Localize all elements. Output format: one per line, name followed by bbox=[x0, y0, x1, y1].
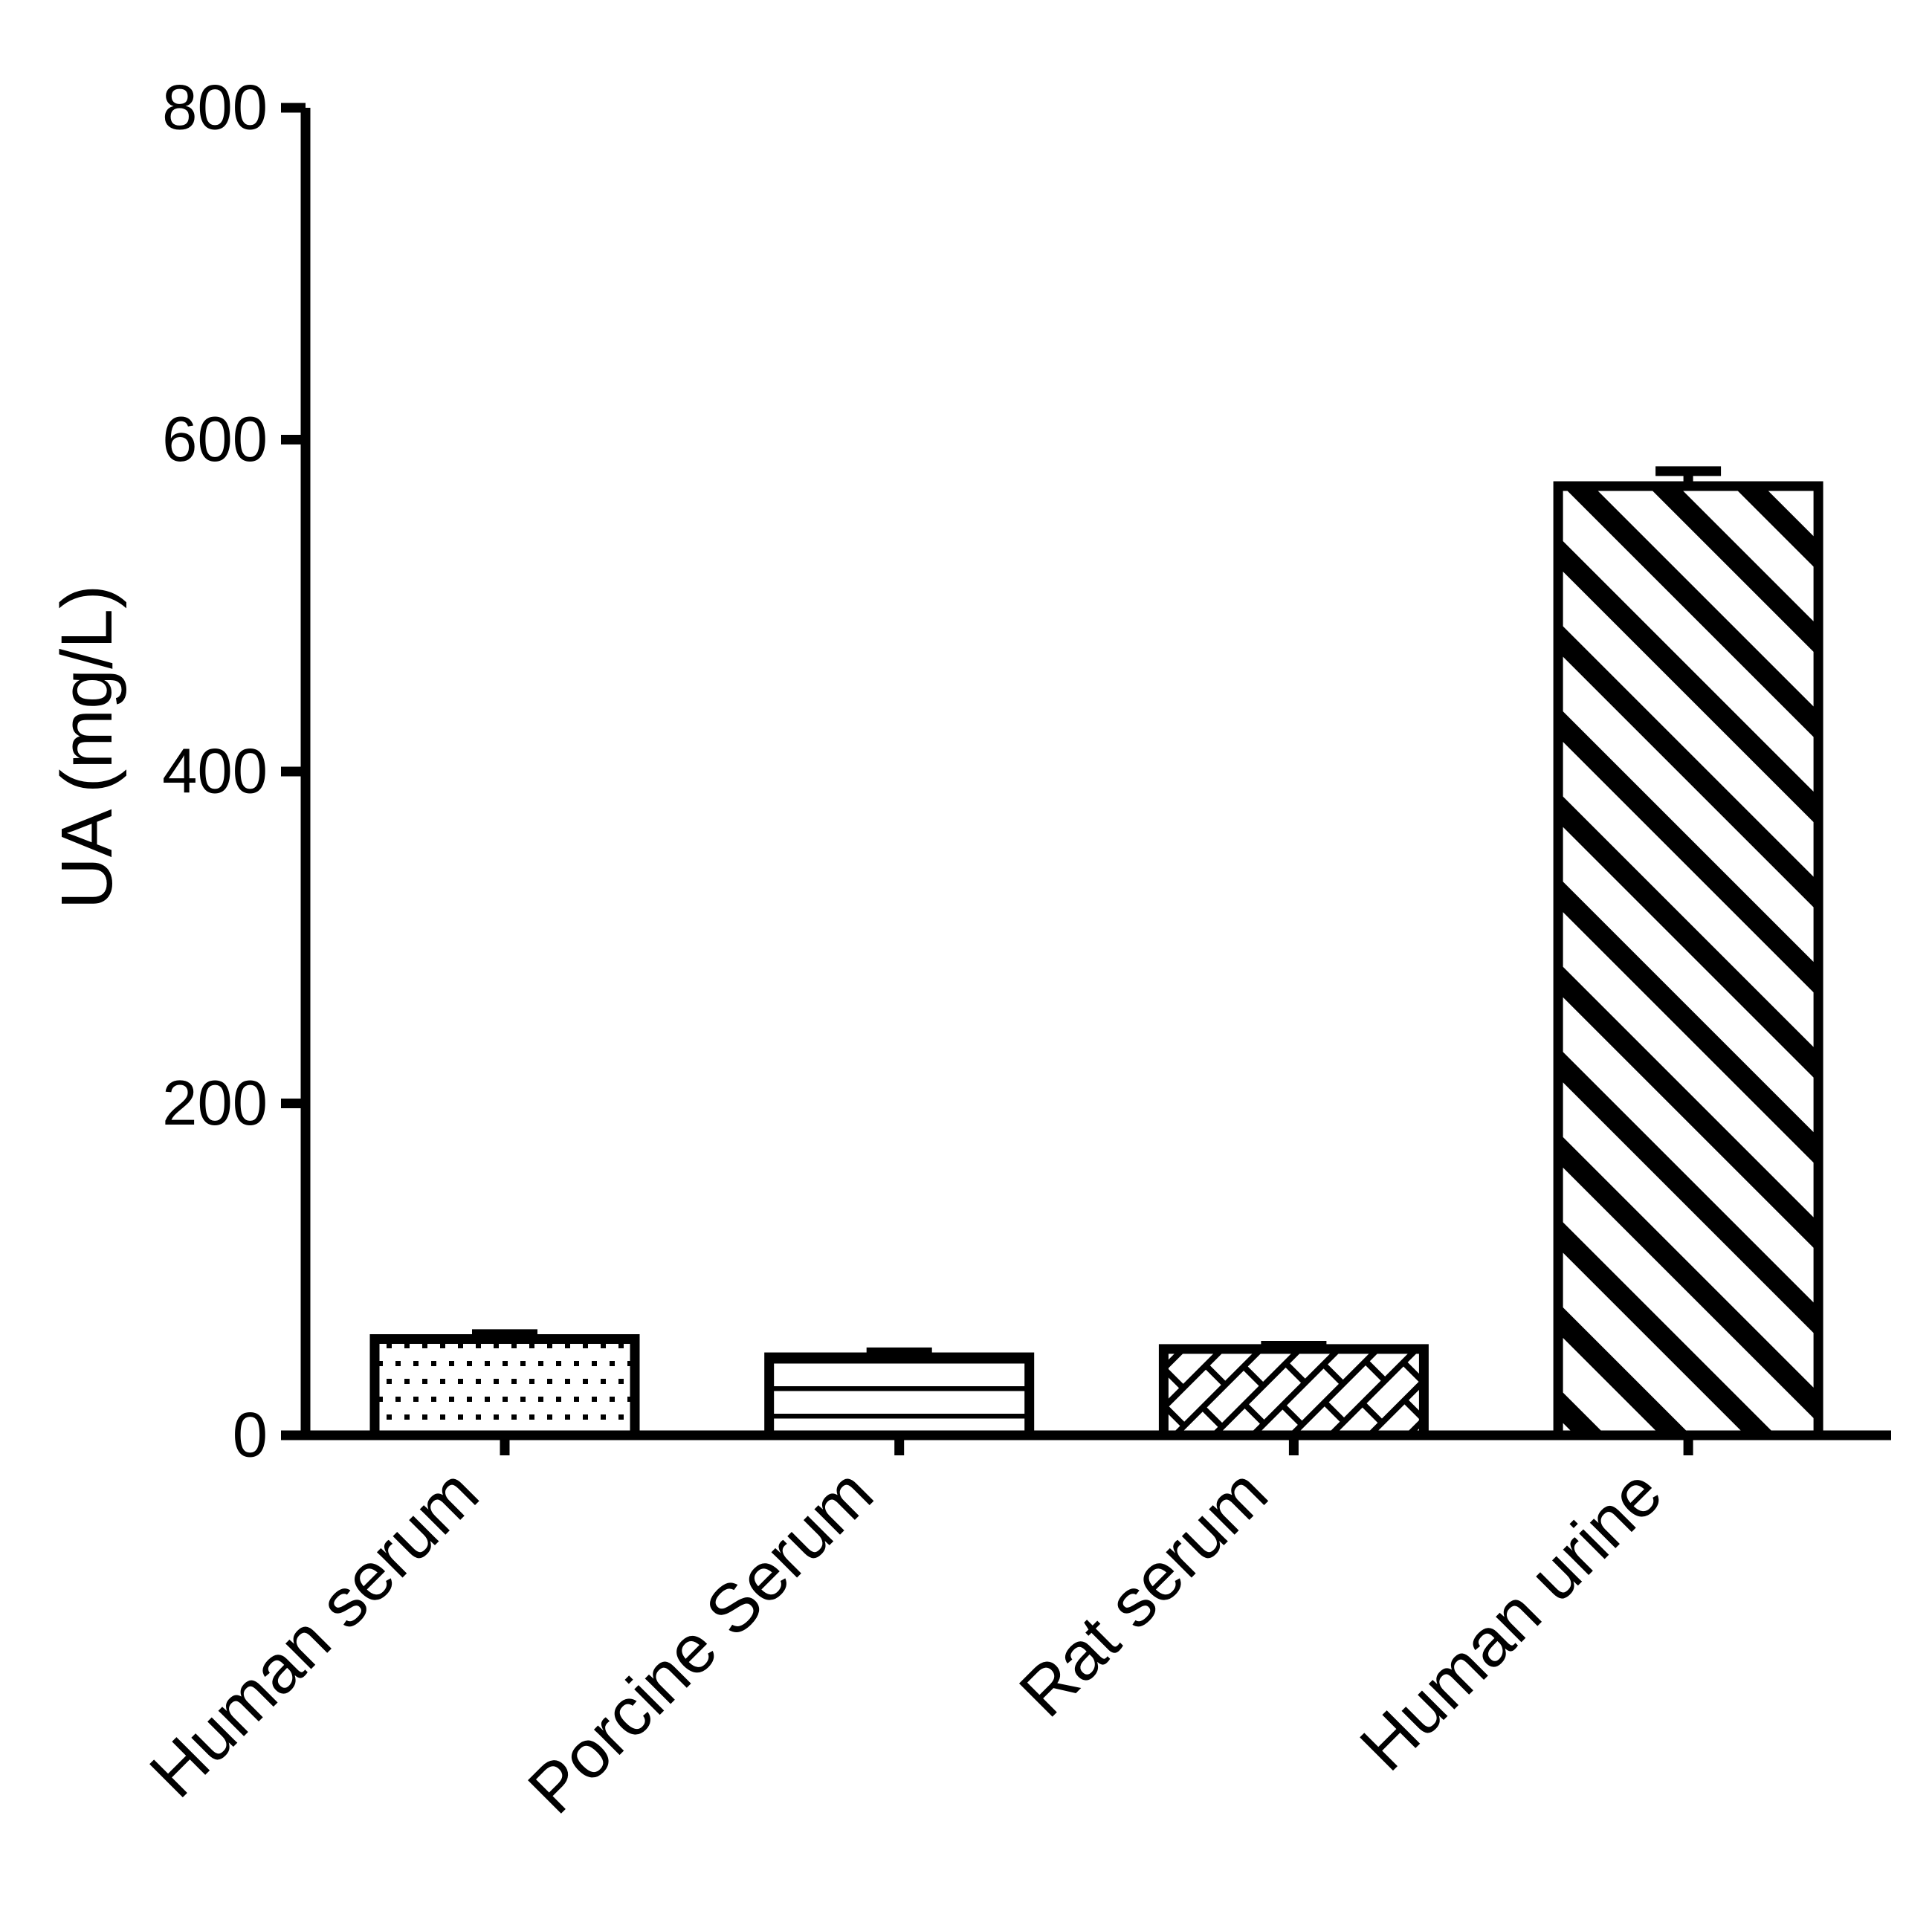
x-category-label-porcine-serum: Porcine Serum bbox=[514, 1455, 887, 1828]
error-bar-human-urine bbox=[1655, 466, 1722, 487]
error-bar-human-serum bbox=[472, 1329, 537, 1339]
labels-layer: Human serum Porcine Serum Rat serum Human u… bbox=[135, 73, 1676, 1828]
bar-porcine-serum bbox=[764, 1352, 1035, 1440]
y-tick-label-800: 800 bbox=[162, 73, 268, 143]
x-category-label-human-serum: Human serum bbox=[135, 1455, 493, 1812]
error-bar-porcine-serum bbox=[866, 1347, 932, 1358]
y-tick-label-400: 400 bbox=[162, 737, 268, 807]
bar-human-urine bbox=[1553, 481, 1823, 1440]
y-axis-title: UA (mg/L) bbox=[46, 585, 127, 910]
bar-rat-serum bbox=[1158, 1344, 1429, 1440]
ticks-layer bbox=[281, 103, 1693, 1455]
x-category-label-human-urine: Human urine bbox=[1346, 1455, 1677, 1785]
x-category-label-rat-serum: Rat serum bbox=[1005, 1455, 1282, 1731]
error-bars-layer bbox=[472, 466, 1722, 1358]
error-bar-rat-serum bbox=[1261, 1340, 1327, 1351]
y-tick-label-0: 0 bbox=[233, 1400, 268, 1471]
bars-layer bbox=[369, 481, 1823, 1440]
y-tick-label-600: 600 bbox=[162, 404, 268, 475]
bar-human-serum bbox=[369, 1334, 640, 1440]
y-tick-label-200: 200 bbox=[162, 1068, 268, 1139]
